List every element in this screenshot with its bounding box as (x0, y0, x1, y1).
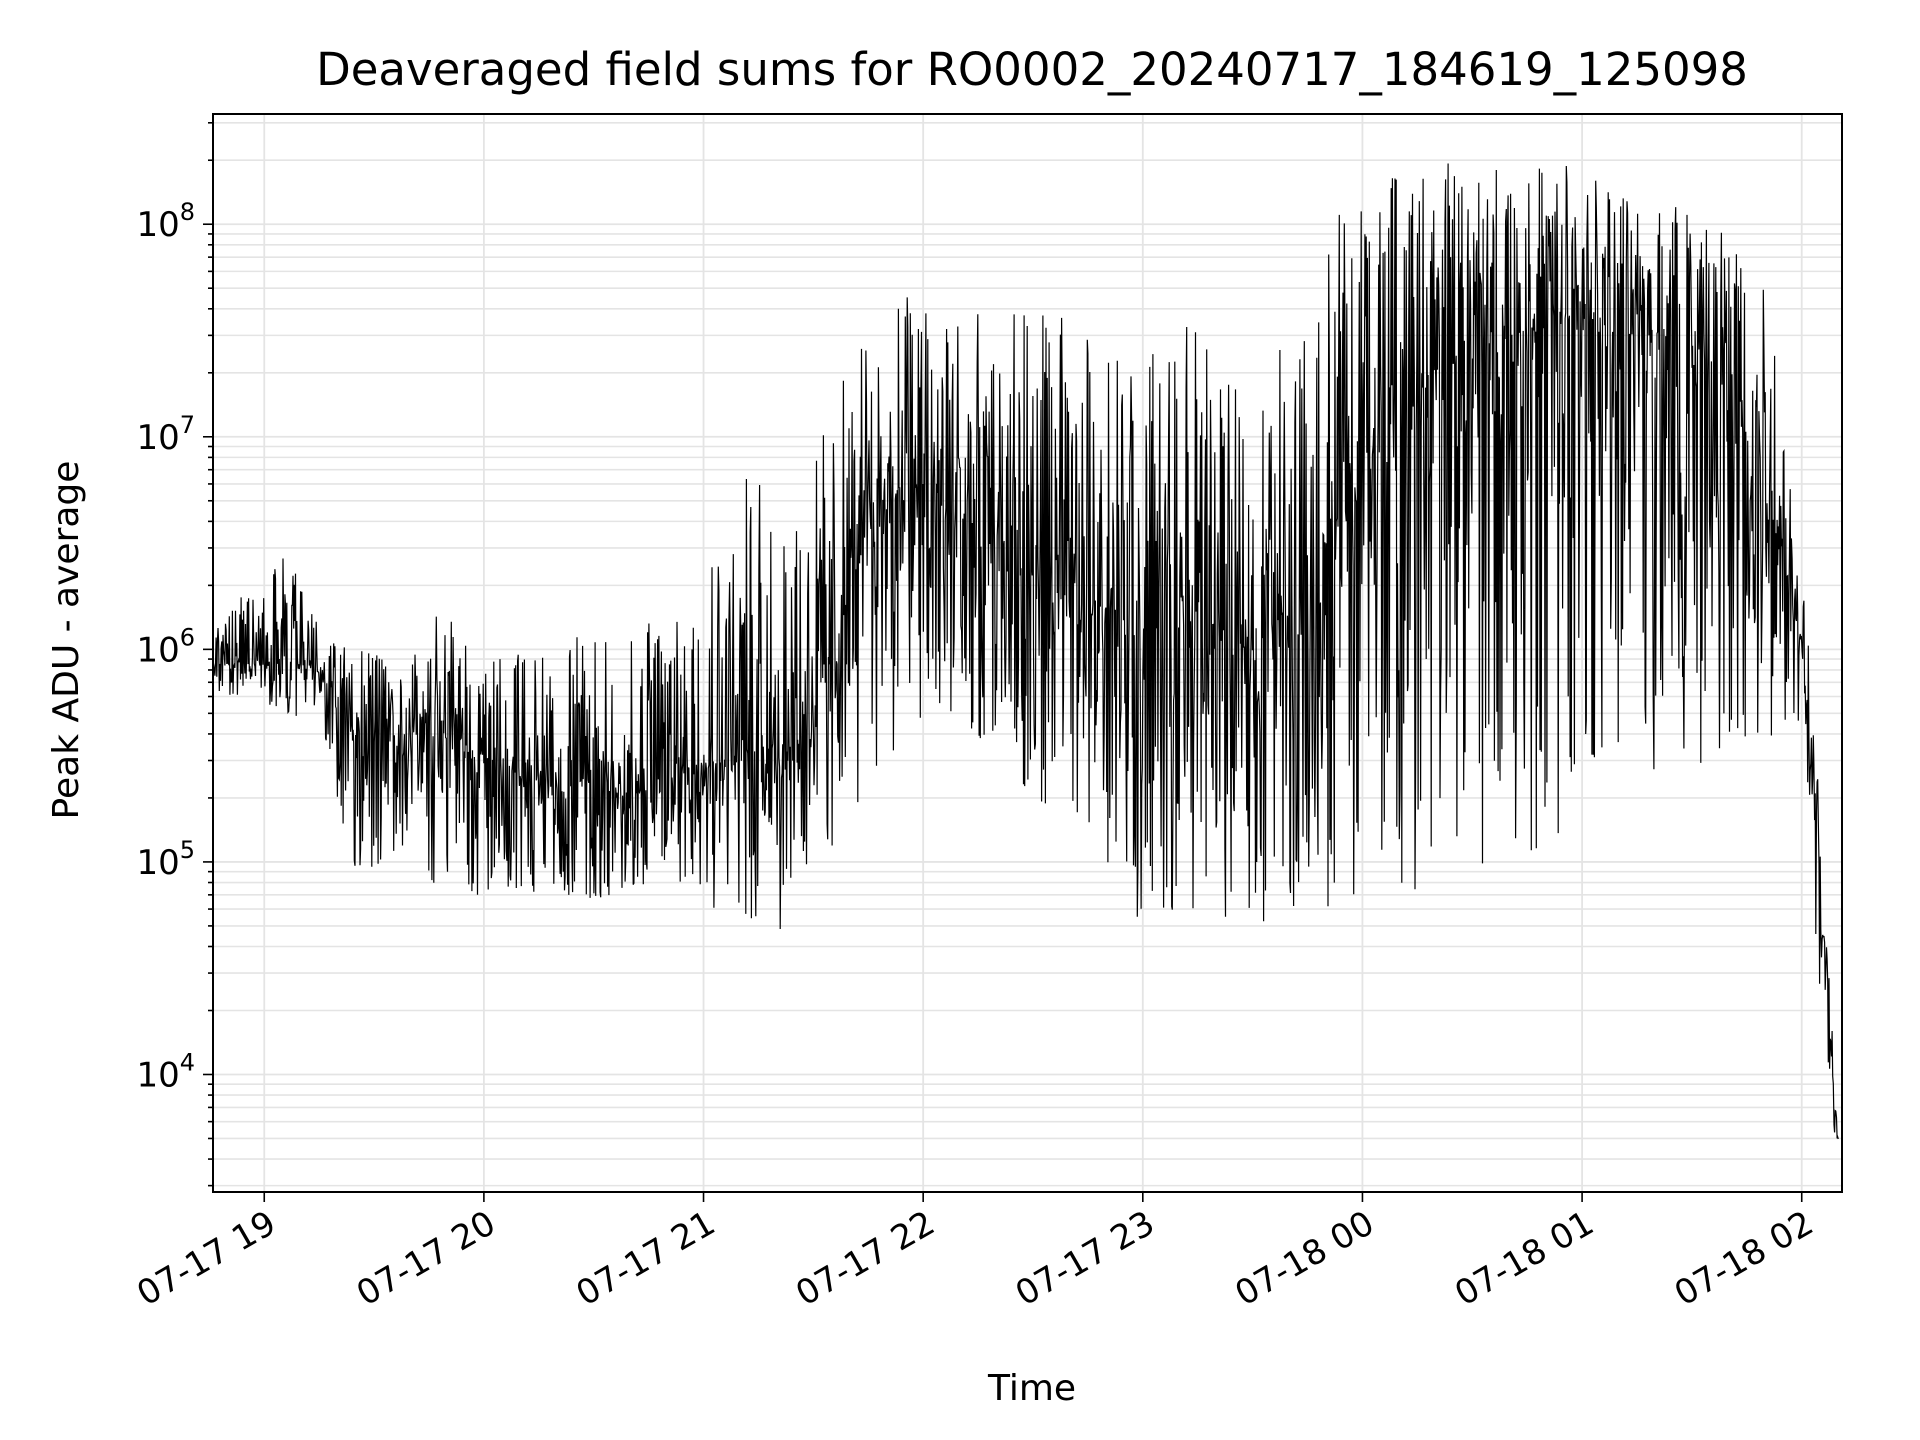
chart-title: Deaveraged field sums for RO0002_2024071… (316, 43, 1748, 96)
series-line (212, 163, 1839, 1140)
y-tick-label: 106 (136, 623, 195, 670)
plot-frame (212, 113, 1843, 1193)
y-tick-label: 108 (136, 198, 195, 245)
y-axis-label: Peak ADU - average (46, 461, 87, 820)
y-tick-label: 107 (136, 411, 195, 458)
y-tick-label: 105 (136, 836, 195, 883)
plot-area (212, 163, 1839, 1140)
x-axis-label: Time (987, 1368, 1076, 1409)
y-tick-label: 104 (136, 1048, 195, 1095)
y-axis: 104 105 106 107 108 (136, 121, 213, 1187)
